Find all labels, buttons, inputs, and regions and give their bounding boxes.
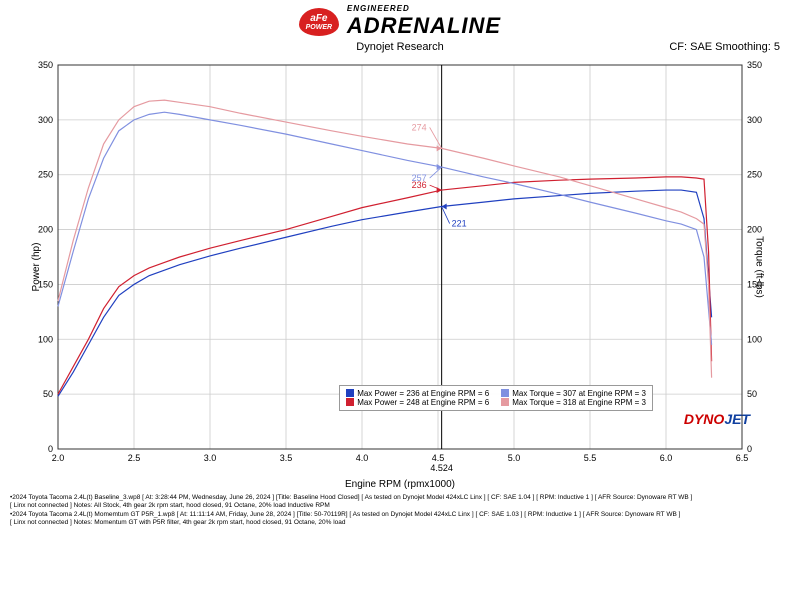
badge-top: aFe: [310, 13, 327, 24]
svg-text:300: 300: [38, 115, 53, 125]
legend-item: Max Torque = 318 at Engine RPM = 3: [501, 398, 646, 407]
dynojet-part1: DYNO: [684, 411, 724, 427]
legend-box: Max Power = 236 at Engine RPM = 6 Max Tor…: [339, 385, 653, 411]
brand-text: ENGINEERED ADRENALINE: [347, 4, 501, 39]
footer-line-4: [ Linx not connected ] Notes: Momentum G…: [10, 519, 790, 527]
legend-text: Max Torque = 307 at Engine RPM = 3: [512, 389, 646, 398]
legend-swatch-icon: [501, 389, 509, 397]
svg-text:100: 100: [747, 334, 762, 344]
legend-item: Max Power = 248 at Engine RPM = 6: [346, 398, 489, 407]
y-axis-left-label: Power (hp): [31, 243, 42, 292]
cf-label: CF: SAE Smoothing: 5: [669, 41, 780, 53]
svg-text:350: 350: [747, 60, 762, 70]
svg-text:4.5: 4.5: [432, 453, 445, 463]
afe-badge-icon: aFe POWER: [299, 8, 339, 36]
footer-line-2: [ Linx not connected ] Notes: All Stock,…: [10, 502, 790, 510]
legend-swatch-icon: [346, 389, 354, 397]
svg-text:50: 50: [747, 389, 757, 399]
legend-text: Max Power = 248 at Engine RPM = 6: [357, 398, 489, 407]
subtitle-row: Dynojet Research CF: SAE Smoothing: 5: [0, 41, 800, 53]
svg-text:100: 100: [38, 334, 53, 344]
badge-bottom: POWER: [306, 24, 332, 31]
dynojet-part2: JET: [724, 411, 750, 427]
chart-container: Power (hp) Torque (ft-lbs) 0050501001001…: [20, 57, 780, 477]
svg-text:236: 236: [412, 180, 427, 190]
brand-sub: ENGINEERED: [347, 4, 501, 13]
dyno-chart: 0050501001001501502002002502503003003503…: [20, 57, 780, 477]
svg-text:6.0: 6.0: [660, 453, 673, 463]
svg-text:250: 250: [747, 170, 762, 180]
svg-text:5.0: 5.0: [508, 453, 521, 463]
svg-text:2.5: 2.5: [128, 453, 141, 463]
legend-text: Max Torque = 318 at Engine RPM = 3: [512, 398, 646, 407]
legend-row: Max Power = 236 at Engine RPM = 6 Max Tor…: [346, 389, 646, 398]
svg-text:200: 200: [38, 225, 53, 235]
svg-text:4.0: 4.0: [356, 453, 369, 463]
svg-text:274: 274: [412, 122, 427, 132]
logo-row: aFe POWER ENGINEERED ADRENALINE: [0, 4, 800, 39]
x-axis-label: Engine RPM (rpmx1000): [0, 479, 800, 490]
legend-item: Max Torque = 307 at Engine RPM = 3: [501, 389, 646, 398]
svg-text:3.5: 3.5: [280, 453, 293, 463]
svg-text:3.0: 3.0: [204, 453, 217, 463]
brand-main: ADRENALINE: [347, 13, 501, 39]
svg-text:350: 350: [38, 60, 53, 70]
header: aFe POWER ENGINEERED ADRENALINE: [0, 0, 800, 41]
svg-text:6.5: 6.5: [736, 453, 749, 463]
dynojet-watermark: DYNOJET: [684, 411, 750, 427]
svg-text:50: 50: [43, 389, 53, 399]
y-axis-right-label: Torque (ft-lbs): [754, 236, 765, 298]
footer-line-1: •2024 Toyota Tacoma 2.4L(t) Baseline_3.w…: [10, 494, 790, 502]
svg-text:250: 250: [38, 170, 53, 180]
legend-text: Max Power = 236 at Engine RPM = 6: [357, 389, 489, 398]
legend-row: Max Power = 248 at Engine RPM = 6 Max Tor…: [346, 398, 646, 407]
legend-swatch-icon: [346, 398, 354, 406]
svg-text:221: 221: [452, 219, 467, 229]
svg-text:4.524: 4.524: [430, 463, 453, 473]
svg-text:2.0: 2.0: [52, 453, 65, 463]
footer-notes: •2024 Toyota Tacoma 2.4L(t) Baseline_3.w…: [0, 490, 800, 528]
svg-text:200: 200: [747, 225, 762, 235]
legend-item: Max Power = 236 at Engine RPM = 6: [346, 389, 489, 398]
svg-text:300: 300: [747, 115, 762, 125]
svg-text:5.5: 5.5: [584, 453, 597, 463]
chart-title: Dynojet Research: [356, 41, 443, 53]
legend-swatch-icon: [501, 398, 509, 406]
footer-line-3: •2024 Toyota Tacoma 2.4L(t) Momemtum GT …: [10, 511, 790, 519]
